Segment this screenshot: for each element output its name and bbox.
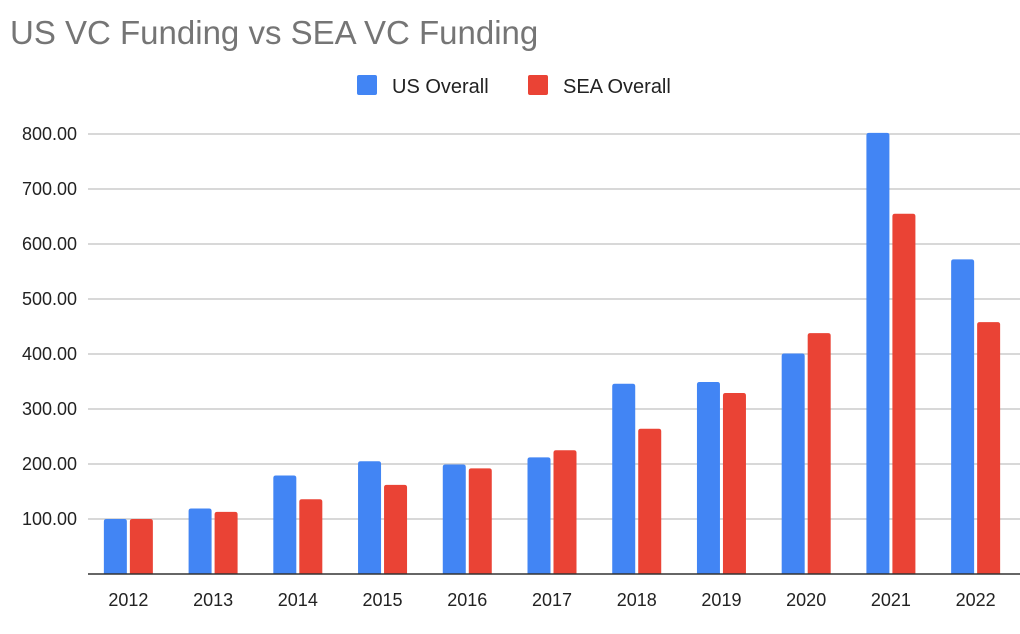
- legend-label-us: US Overall: [392, 76, 489, 98]
- y-tick-label: 600.00: [22, 234, 77, 254]
- legend-item-us[interactable]: US Overall: [357, 75, 489, 98]
- y-tick-label: 100.00: [22, 509, 77, 529]
- y-tick-label: 700.00: [22, 179, 77, 199]
- y-tick-label: 500.00: [22, 289, 77, 309]
- bar-sea-2013[interactable]: [214, 511, 238, 574]
- legend: US Overall SEA Overall: [357, 75, 671, 98]
- x-tick-label: 2014: [278, 590, 318, 610]
- x-axis-ticks: 2012 2013 2014 2015 2016 2017 2018 2019 2020 2021…: [108, 590, 995, 610]
- bar-us-2021[interactable]: [866, 132, 890, 574]
- bar-sea-2020[interactable]: [807, 333, 831, 574]
- bar-us-2016[interactable]: [442, 464, 466, 574]
- y-axis-ticks: 100.00 200.00 300.00 400.00 500.00 600.00 700.…: [22, 124, 77, 529]
- x-tick-label: 2022: [956, 590, 996, 610]
- x-tick-label: 2016: [447, 590, 487, 610]
- x-tick-label: 2017: [532, 590, 572, 610]
- bar-sea-2012[interactable]: [129, 519, 153, 574]
- bar-sea-2019[interactable]: [722, 393, 746, 574]
- legend-swatch-us: [357, 75, 377, 95]
- y-tick-label: 400.00: [22, 344, 77, 364]
- x-tick-label: 2012: [108, 590, 148, 610]
- x-tick-label: 2020: [786, 590, 826, 610]
- bar-sea-2018[interactable]: [638, 428, 662, 574]
- x-tick-label: 2018: [617, 590, 657, 610]
- bar-us-2014[interactable]: [273, 475, 297, 574]
- bar-us-2015[interactable]: [358, 461, 382, 574]
- legend-swatch-sea: [528, 75, 548, 95]
- bar-sea-2014[interactable]: [299, 499, 323, 574]
- bar-us-2020[interactable]: [781, 353, 805, 574]
- bar-us-2017[interactable]: [527, 457, 551, 574]
- bars: [103, 132, 1001, 574]
- x-tick-label: 2021: [871, 590, 911, 610]
- x-tick-label: 2015: [363, 590, 403, 610]
- legend-label-sea: SEA Overall: [563, 76, 671, 98]
- bar-sea-2016[interactable]: [468, 468, 492, 574]
- bar-sea-2021[interactable]: [892, 213, 916, 574]
- legend-item-sea[interactable]: SEA Overall: [528, 75, 671, 98]
- bar-sea-2015[interactable]: [384, 484, 408, 574]
- x-tick-label: 2019: [701, 590, 741, 610]
- x-tick-label: 2013: [193, 590, 233, 610]
- gridlines: [88, 133, 1020, 520]
- chart-title: US VC Funding vs SEA VC Funding: [10, 14, 538, 51]
- bar-us-2022[interactable]: [951, 259, 975, 574]
- bar-us-2019[interactable]: [696, 382, 720, 574]
- y-tick-label: 300.00: [22, 399, 77, 419]
- bar-us-2013[interactable]: [188, 508, 212, 574]
- bar-sea-2017[interactable]: [553, 450, 577, 574]
- y-tick-label: 800.00: [22, 124, 77, 144]
- y-tick-label: 200.00: [22, 454, 77, 474]
- bar-us-2018[interactable]: [612, 383, 636, 574]
- bar-sea-2022[interactable]: [977, 322, 1001, 574]
- bar-us-2012[interactable]: [103, 519, 127, 574]
